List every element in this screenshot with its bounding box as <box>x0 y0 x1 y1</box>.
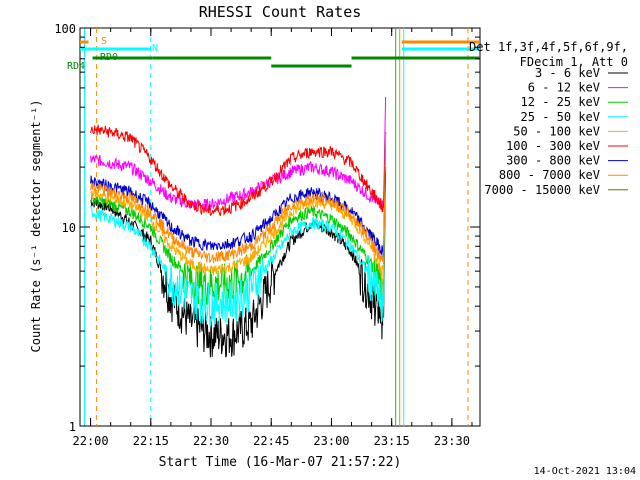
x-tick-label: 22:30 <box>193 434 229 448</box>
state-bar-rd4: RD4 <box>67 61 85 72</box>
x-tick-label: 23:30 <box>434 434 470 448</box>
state-bars: S N RD0 RD4 <box>67 36 480 72</box>
legend-item-label-7: 800 - 7000 keV <box>499 168 600 182</box>
x-tick-label: 22:00 <box>73 434 109 448</box>
x-axis-label: Start Time (16-Mar-07 21:57:22) <box>159 455 402 470</box>
vertical-markers <box>84 28 469 426</box>
series-line-3 <box>90 205 384 327</box>
legend-item-label-8: 7000 - 15000 keV <box>484 183 600 197</box>
x-tick-label: 22:45 <box>253 434 289 448</box>
state-bar-label: N <box>152 43 158 54</box>
state-bar-s: S <box>80 36 480 47</box>
x-tick-label: 22:15 <box>133 434 169 448</box>
chart-title: RHESSI Count Rates <box>199 3 362 21</box>
legend-item-label-4: 50 - 100 keV <box>513 124 600 138</box>
series-line-5 <box>90 123 384 216</box>
legend-item-label-2: 12 - 25 keV <box>521 95 600 109</box>
series-line-7 <box>90 182 384 264</box>
axes: 22:00 22:15 22:30 22:45 23:00 23:15 23:30 1 10 10… <box>54 22 480 448</box>
state-bar-label: RD0 <box>100 52 118 63</box>
y-axis-label: Count Rate (s⁻¹ detector segment⁻¹) <box>29 100 43 353</box>
legend-item-label-0: 3 - 6 keV <box>535 66 600 80</box>
y-tick-label: 100 <box>54 22 76 36</box>
state-bar-n: N <box>80 43 480 54</box>
series-line-6 <box>90 175 384 258</box>
legend-header-1: Det 1f,3f,4f,5f,6f,9f, <box>469 40 628 54</box>
series-flare-7 <box>383 132 387 265</box>
legend: Det 1f,3f,4f,5f,6f,9f, FDecim 1, Att 0 3… <box>469 40 628 197</box>
x-tick-label: 23:00 <box>313 434 349 448</box>
legend-item-label-1: 6 - 12 keV <box>528 81 600 95</box>
series-layer <box>90 96 387 358</box>
x-tick-label: 23:15 <box>374 434 410 448</box>
state-bar-label: S <box>101 36 107 47</box>
state-bar-rd0: RD0 <box>92 52 480 68</box>
y-tick-label: 10 <box>62 221 76 235</box>
legend-item-label-5: 100 - 300 keV <box>506 139 600 153</box>
state-bar-label: RD4 <box>67 61 85 72</box>
legend-item-label-3: 25 - 50 keV <box>521 110 600 124</box>
series-7 <box>90 132 387 265</box>
legend-item-label-6: 300 - 800 keV <box>506 154 600 168</box>
footer-date: 14-Oct-2021 13:04 <box>534 466 636 477</box>
legend-header-2: FDecim 1, Att 0 <box>520 55 628 69</box>
y-tick-label: 1 <box>69 420 76 434</box>
